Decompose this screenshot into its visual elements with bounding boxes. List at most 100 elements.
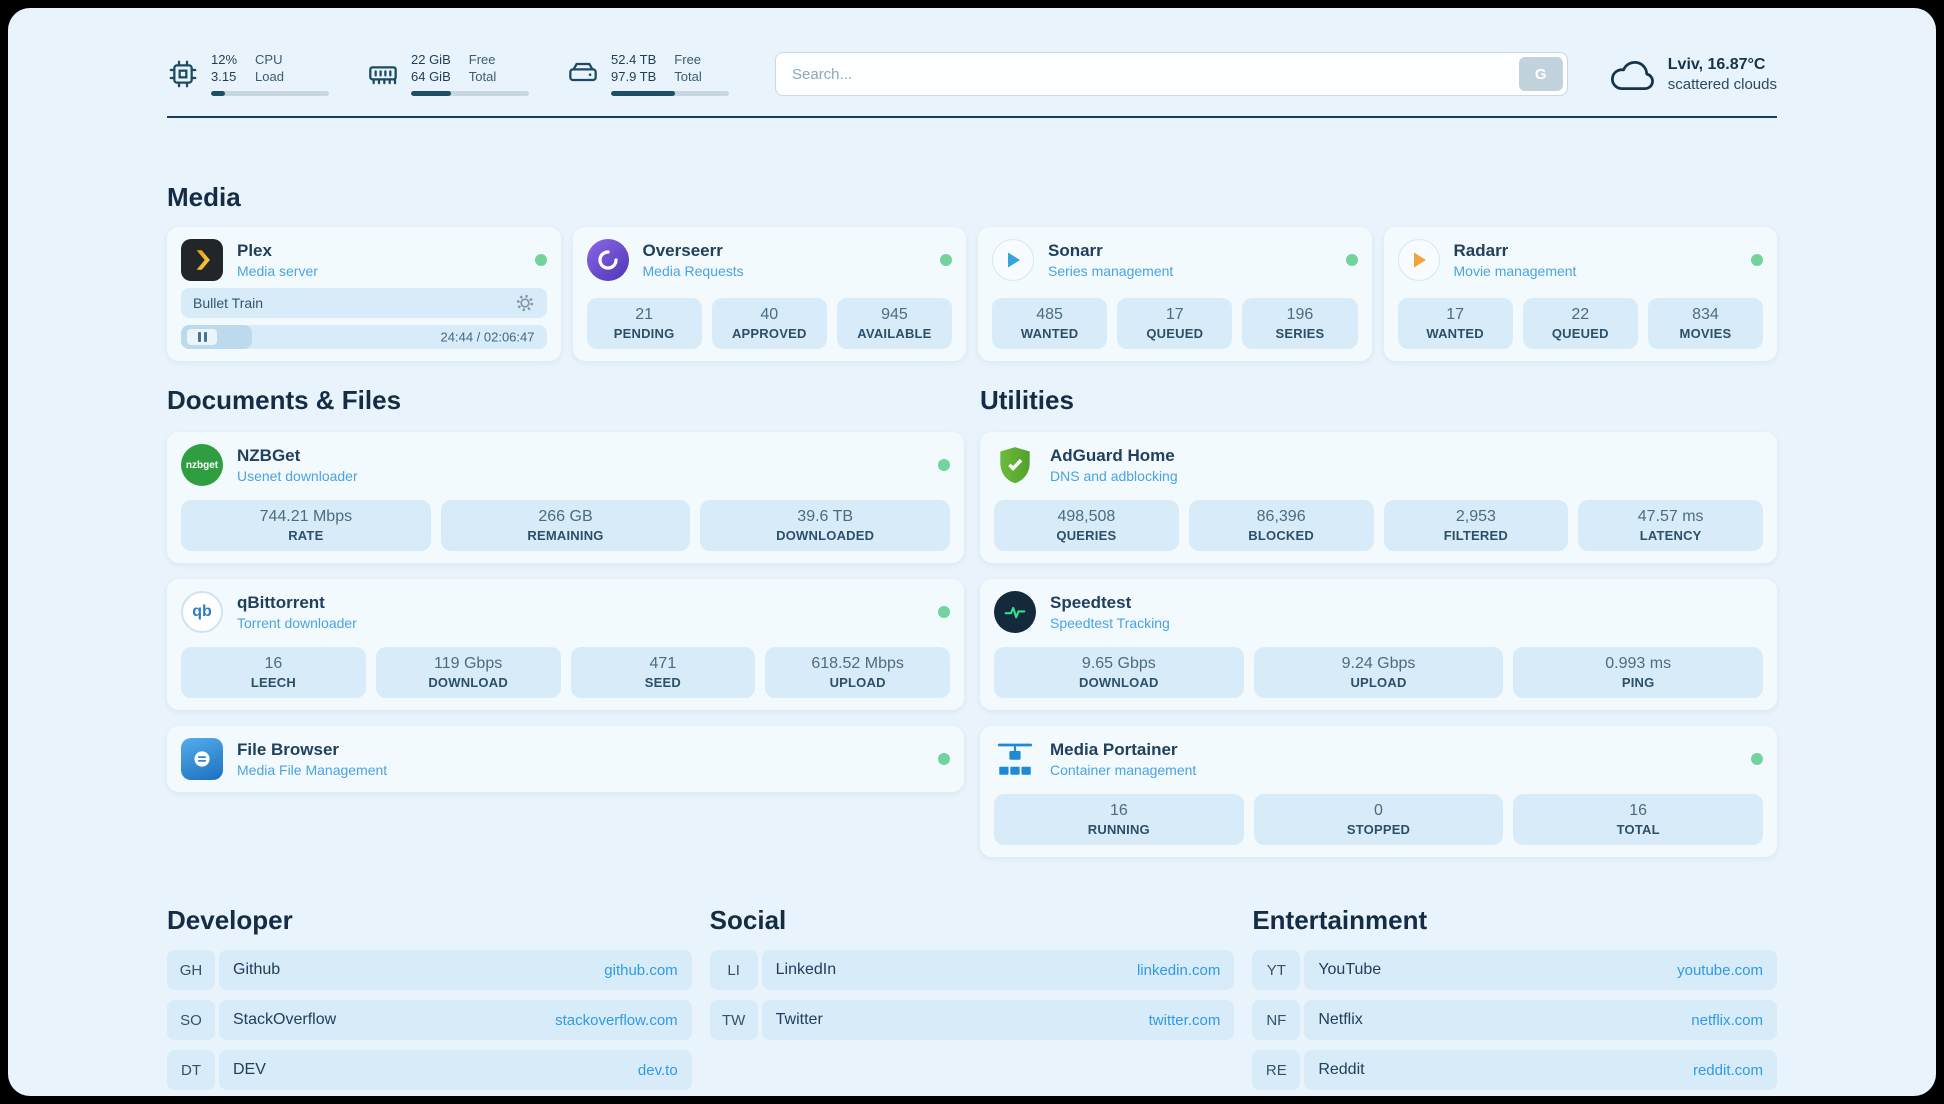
stat-value: 618.52 Mbps <box>811 655 904 672</box>
speedtest-stats: 9.65 Gbps DOWNLOAD 9.24 Gbps UPLOAD 0.99… <box>994 647 1764 698</box>
bookmark-link[interactable]: YouTube youtube.com <box>1304 950 1777 990</box>
stat-upload: 618.52 Mbps UPLOAD <box>765 647 950 698</box>
stat-pending: 21 PENDING <box>586 298 702 349</box>
stat-movies: 834 MOVIES <box>1647 298 1764 349</box>
bookmark-reddit[interactable]: RE Reddit reddit.com <box>1252 1050 1777 1090</box>
ram-progress-fill <box>411 90 452 96</box>
adguard-icon <box>994 444 1036 486</box>
app-subtitle: Usenet downloader <box>237 468 358 484</box>
bookmark-url: netflix.com <box>1691 1011 1763 1029</box>
section-title-entertainment: Entertainment <box>1252 905 1428 935</box>
search-input[interactable] <box>775 52 1568 96</box>
bookmark-url: twitter.com <box>1148 1011 1221 1029</box>
bookmark-link[interactable]: StackOverflow stackoverflow.com <box>219 1000 692 1040</box>
app-name: File Browser <box>237 740 340 759</box>
bookmark-linkedin[interactable]: LI LinkedIn linkedin.com <box>709 950 1235 990</box>
stat-value: 16 <box>1109 802 1128 819</box>
bookmark-abbr[interactable]: LI <box>709 950 758 990</box>
bookmark-abbr[interactable]: DT <box>167 1050 215 1090</box>
sonarr-icon <box>992 239 1034 281</box>
filebrowser-app-link[interactable]: File Browser Media File Management <box>181 738 950 780</box>
pause-icon[interactable] <box>187 329 217 345</box>
app-name: Plex <box>237 241 272 260</box>
radarr-app-link[interactable]: Radarr Movie management <box>1397 239 1763 281</box>
stat-label: SEED <box>644 675 681 690</box>
ram-total-value: 64 GiB <box>411 69 451 84</box>
stat-label: PENDING <box>613 326 675 341</box>
weather-location: Lviv, 16.87°C <box>1667 55 1766 73</box>
stat-approved: 40 APPROVED <box>711 298 827 349</box>
app-card-qbittorrent: qb qBittorrent Torrent downloader 16 LEE… <box>167 579 964 710</box>
stat-label: REMAINING <box>527 528 604 543</box>
stat-value: 744.21 Mbps <box>259 508 353 525</box>
qbittorrent-app-link[interactable]: qb qBittorrent Torrent downloader <box>181 591 950 633</box>
bookmark-name: Reddit <box>1318 1061 1365 1078</box>
portainer-app-link[interactable]: Media Portainer Container management <box>994 738 1763 780</box>
bookmark-url: linkedin.com <box>1136 961 1221 979</box>
app-subtitle: Speedtest Tracking <box>1050 615 1170 631</box>
bookmark-link[interactable]: Netflix netflix.com <box>1304 1000 1777 1040</box>
search-engine-button[interactable]: G <box>1518 57 1563 91</box>
stat-value: 498,508 <box>1057 508 1116 525</box>
status-dot <box>1751 753 1763 765</box>
overseerr-app-link[interactable]: Overseerr Media Requests <box>586 239 952 281</box>
stat-label: RATE <box>288 528 324 543</box>
bookmark-link[interactable]: DEV dev.to <box>219 1050 692 1090</box>
nzbget-app-link[interactable]: nzbget NZBGet Usenet downloader <box>181 444 950 486</box>
status-dot <box>938 606 950 618</box>
adguard-app-link[interactable]: AdGuard Home DNS and adblocking <box>994 444 1763 486</box>
bookmark-github[interactable]: GH Github github.com <box>167 950 692 990</box>
bookmark-abbr[interactable]: RE <box>1252 1050 1301 1090</box>
stat-label: DOWNLOAD <box>1079 675 1159 690</box>
stat-value: 16 <box>264 655 283 672</box>
stat-label: STOPPED <box>1346 822 1411 837</box>
speedtest-app-link[interactable]: Speedtest Speedtest Tracking <box>994 591 1763 633</box>
weather-widget: Lviv, 16.87°C scattered clouds <box>1608 54 1777 94</box>
bookmark-twitter[interactable]: TW Twitter twitter.com <box>709 1000 1235 1040</box>
bookmark-link[interactable]: Twitter twitter.com <box>761 1000 1235 1040</box>
bookmark-link[interactable]: Reddit reddit.com <box>1304 1050 1777 1090</box>
stat-label: UPLOAD <box>829 675 886 690</box>
bookmark-abbr[interactable]: SO <box>167 1000 215 1040</box>
stat-value: 9.24 Gbps <box>1341 655 1416 672</box>
radarr-stats: 17 WANTED 22 QUEUED 834 MOVIES <box>1397 298 1764 349</box>
stat-wanted: 485 WANTED <box>992 298 1108 349</box>
bookmark-netflix[interactable]: NF Netflix netflix.com <box>1252 1000 1777 1040</box>
gear-icon[interactable] <box>515 293 535 313</box>
stat-label: LEECH <box>250 675 296 690</box>
bookmark-youtube[interactable]: YT YouTube youtube.com <box>1252 950 1777 990</box>
app-name: NZBGet <box>237 446 301 465</box>
stat-value: 39.6 TB <box>797 508 854 525</box>
ram-label-bottom: Total <box>468 69 497 84</box>
speedtest-icon <box>994 591 1036 633</box>
bookmark-name: StackOverflow <box>233 1011 337 1028</box>
app-name: AdGuard Home <box>1050 446 1175 465</box>
bookmark-abbr[interactable]: NF <box>1252 1000 1301 1040</box>
bookmark-abbr[interactable]: YT <box>1252 950 1301 990</box>
sonarr-app-link[interactable]: Sonarr Series management <box>992 239 1358 281</box>
stat-label: FILTERED <box>1443 528 1508 543</box>
bookmark-name: Netflix <box>1318 1011 1363 1028</box>
bookmark-url: stackoverflow.com <box>555 1011 678 1029</box>
app-card-adguard: AdGuard Home DNS and adblocking 498,508 … <box>980 432 1777 563</box>
bookmark-stackoverflow[interactable]: SO StackOverflow stackoverflow.com <box>167 1000 692 1040</box>
bookmark-abbr[interactable]: TW <box>709 1000 758 1040</box>
cpu-widget: 12% 3.15 CPU Load <box>167 52 329 96</box>
stat-label: TOTAL <box>1616 822 1660 837</box>
stat-value: 0.993 ms <box>1605 655 1672 672</box>
disk-total-value: 97.9 TB <box>611 69 657 84</box>
bookmark-abbr[interactable]: GH <box>167 950 215 990</box>
app-card-portainer: Media Portainer Container management 16 … <box>980 726 1777 857</box>
stat-value: 471 <box>649 655 677 672</box>
bookmark-link[interactable]: LinkedIn linkedin.com <box>761 950 1235 990</box>
section-title-documents: Documents & Files <box>167 385 402 415</box>
stat-seed: 471 SEED <box>570 647 756 698</box>
plex-app-link[interactable]: Plex Media server <box>181 239 547 281</box>
ram-widget: 22 GiB 64 GiB Free Total <box>367 52 529 96</box>
plex-progress-bar[interactable]: 24:44 / 02:06:47 <box>181 325 547 349</box>
bookmark-link[interactable]: Github github.com <box>219 950 692 990</box>
stat-label: PING <box>1621 675 1655 690</box>
adguard-stats: 498,508 QUERIES 86,396 BLOCKED 2,953 FIL… <box>994 500 1763 551</box>
bookmark-dev[interactable]: DT DEV dev.to <box>167 1050 692 1090</box>
stat-label: QUEUED <box>1551 326 1609 341</box>
